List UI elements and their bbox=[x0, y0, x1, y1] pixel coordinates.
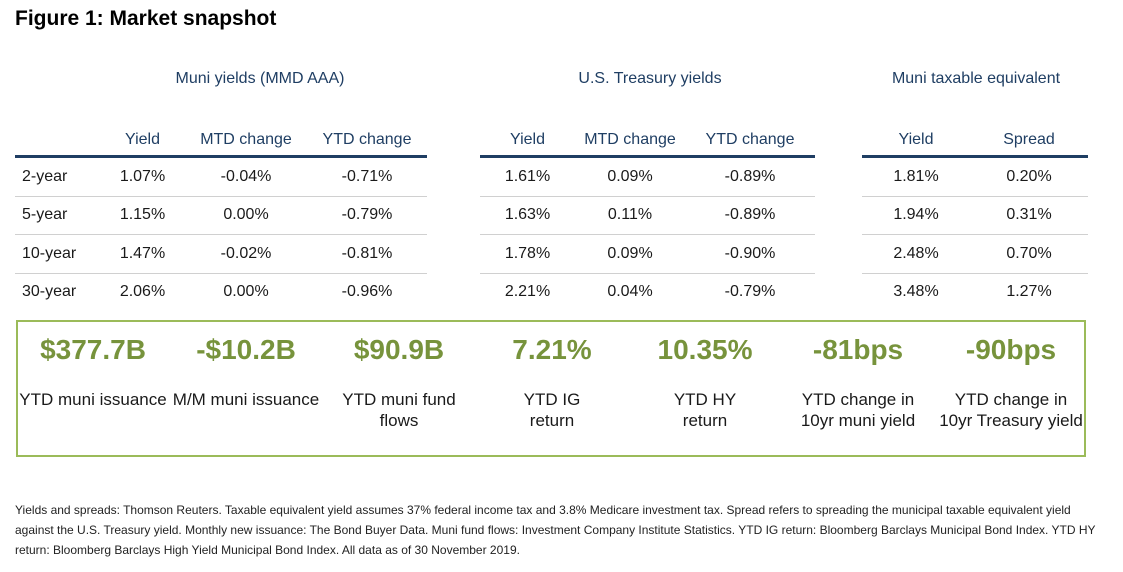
table-cell: -0.89% bbox=[685, 156, 815, 197]
muni-header-ytd: YTD change bbox=[307, 125, 427, 158]
row-label: 5-year bbox=[15, 196, 100, 235]
table-row: 10-year 1.47% -0.02% -0.81% bbox=[15, 234, 427, 274]
table-cell: 1.61% bbox=[480, 156, 575, 197]
taxable-equivalent-table: Yield Spread 1.81% 0.20% 1.94% 0.31% 2.4… bbox=[862, 125, 1088, 311]
table-cell: -0.81% bbox=[307, 234, 427, 274]
metric-label: M/M muni issuance bbox=[172, 390, 320, 409]
table-row: 1.63% 0.11% -0.89% bbox=[480, 196, 815, 235]
table-cell: 0.00% bbox=[223, 283, 269, 301]
table-row: 2.48% 0.70% bbox=[862, 234, 1088, 274]
table-cell: 0.11% bbox=[575, 196, 685, 235]
table-cell: 0.70% bbox=[970, 234, 1088, 274]
metric-label: YTD change in 10yr Treasury yield bbox=[939, 390, 1083, 430]
metric-value: 7.21% bbox=[512, 334, 592, 365]
table-cell: 1.78% bbox=[480, 234, 575, 274]
table-cell: 1.81% bbox=[862, 156, 970, 197]
treasury-header-yield: Yield bbox=[480, 125, 575, 158]
metric-value: $377.7B bbox=[40, 334, 146, 365]
taxable-header-row: Yield Spread bbox=[862, 125, 1088, 158]
table-cell: 2.06% bbox=[119, 283, 166, 301]
table-row: 3.48% 1.27% bbox=[862, 273, 1088, 311]
table-row: 1.61% 0.09% -0.89% bbox=[480, 156, 815, 197]
treasury-header-row: Yield MTD change YTD change bbox=[480, 125, 815, 158]
key-metrics-box: $377.7B YTD muni issuance -$10.2B M/M mu… bbox=[16, 320, 1086, 457]
metric-label: YTD muni fund flows bbox=[342, 390, 456, 430]
table-row: 2.21% 0.04% -0.79% bbox=[480, 273, 815, 311]
muni-header-mtd: MTD change bbox=[185, 125, 307, 158]
table-cell: 2.48% bbox=[862, 234, 970, 274]
table-cell: -0.79% bbox=[307, 196, 427, 235]
table-cell: 3.48% bbox=[893, 283, 939, 301]
table-cell: 0.20% bbox=[970, 156, 1088, 197]
table-cell: 0.31% bbox=[970, 196, 1088, 235]
treasury-header-ytd: YTD change bbox=[685, 125, 815, 158]
taxable-header-yield: Yield bbox=[862, 125, 970, 158]
muni-header-row: Yield MTD change YTD change bbox=[15, 125, 427, 158]
table-cell: 0.00% bbox=[185, 196, 307, 235]
metric-value: $90.9B bbox=[353, 334, 445, 365]
table-cell: 1.47% bbox=[100, 234, 185, 274]
table-cell: -0.79% bbox=[724, 283, 776, 301]
table-row: 1.78% 0.09% -0.90% bbox=[480, 234, 815, 274]
taxable-equivalent-title: Muni taxable equivalent bbox=[891, 70, 1061, 87]
treasury-header-mtd: MTD change bbox=[575, 125, 685, 158]
table-cell: -0.89% bbox=[685, 196, 815, 235]
table-row: 1.94% 0.31% bbox=[862, 196, 1088, 235]
table-cell: 1.15% bbox=[100, 196, 185, 235]
table-cell: 0.09% bbox=[575, 234, 685, 274]
source-footnote: Yields and spreads: Thomson Reuters. Tax… bbox=[15, 503, 1096, 557]
treasury-yields-title: U.S. Treasury yields bbox=[578, 70, 722, 87]
table-cell: 0.09% bbox=[575, 156, 685, 197]
table-cell: 2.21% bbox=[504, 283, 551, 301]
table-cell: 1.27% bbox=[1006, 283, 1052, 301]
row-label: 10-year bbox=[15, 234, 100, 274]
table-cell: -0.96% bbox=[341, 283, 393, 301]
muni-header-blank bbox=[15, 125, 100, 158]
treasury-yields-table: Yield MTD change YTD change 1.61% 0.09% … bbox=[480, 125, 815, 311]
table-cell: 1.07% bbox=[100, 156, 185, 197]
table-cell: 1.94% bbox=[862, 196, 970, 235]
table-row: 1.81% 0.20% bbox=[862, 156, 1088, 197]
metric-value: -90bps bbox=[965, 334, 1057, 365]
muni-yields-table: Yield MTD change YTD change 2-year 1.07%… bbox=[15, 125, 427, 311]
table-cell: 0.04% bbox=[607, 283, 653, 301]
table-cell: -0.02% bbox=[185, 234, 307, 274]
table-row: 30-year 2.06% 0.00% -0.96% bbox=[15, 273, 427, 311]
table-cell: -0.71% bbox=[307, 156, 427, 197]
taxable-header-spread: Spread bbox=[970, 125, 1088, 158]
page-title: Figure 1: Market snapshot bbox=[15, 7, 277, 30]
metric-label: YTD muni issuance bbox=[19, 390, 167, 409]
metric-label: YTD IG return bbox=[523, 390, 581, 430]
muni-yields-title: Muni yields (MMD AAA) bbox=[175, 70, 345, 87]
table-cell: -0.04% bbox=[185, 156, 307, 197]
metric-value: -$10.2B bbox=[196, 334, 296, 365]
metric-value: -81bps bbox=[812, 334, 904, 365]
table-row: 5-year 1.15% 0.00% -0.79% bbox=[15, 196, 427, 235]
row-label: 30-year bbox=[22, 283, 77, 301]
table-row: 2-year 1.07% -0.04% -0.71% bbox=[15, 156, 427, 197]
metric-label: YTD HY return bbox=[673, 390, 737, 430]
muni-header-yield: Yield bbox=[100, 125, 185, 158]
table-cell: 1.63% bbox=[480, 196, 575, 235]
table-cell: -0.90% bbox=[685, 234, 815, 274]
metric-value: 10.35% bbox=[657, 334, 753, 365]
row-label: 2-year bbox=[15, 156, 100, 197]
metric-label: YTD change in 10yr muni yield bbox=[800, 390, 916, 430]
